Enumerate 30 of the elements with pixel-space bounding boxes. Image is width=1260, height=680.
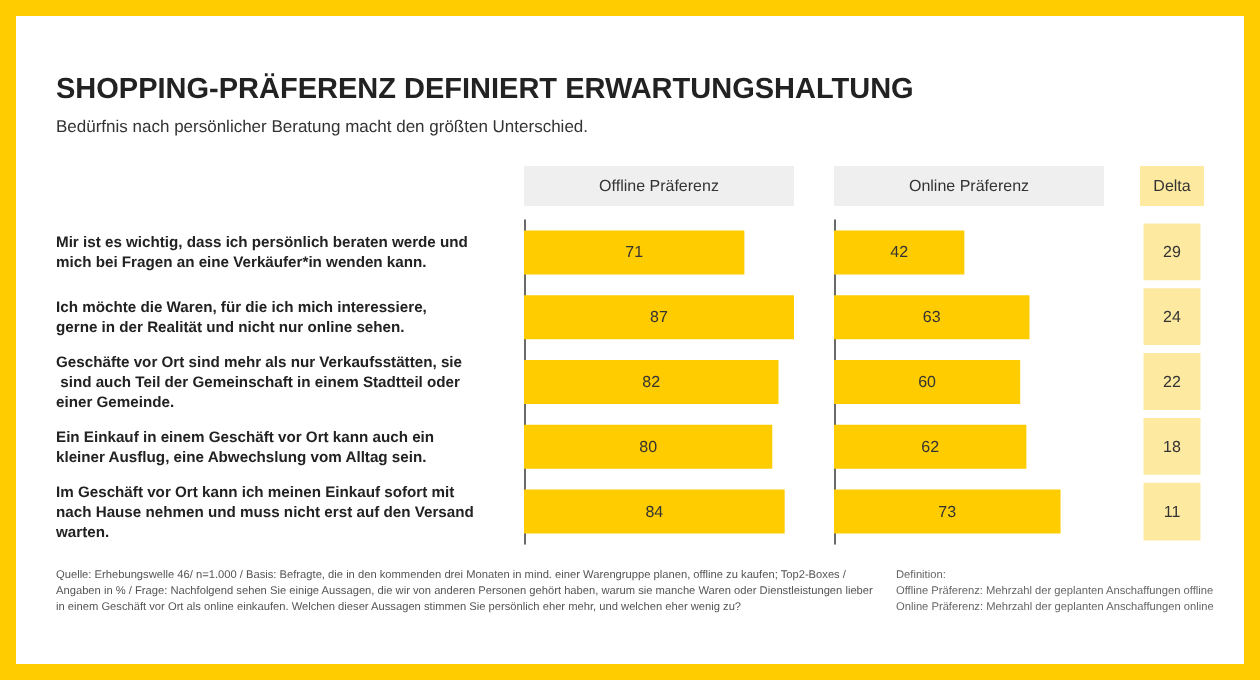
data-label: 60 [918,373,938,391]
chart-title: SHOPPING-PRÄFERENZ DEFINIERT ERWARTUNGSHALTUNG [56,74,914,106]
data-label: 18 [1163,437,1182,456]
data-label: 82 [642,373,662,391]
text: Bedürfnis nach persönlicher Beratung macht den größten Unterschied. [56,116,589,136]
bar [524,489,785,534]
data-label: 62 [921,437,941,456]
bar [524,295,794,340]
data-label: 22 [1163,373,1182,391]
bar [834,424,1027,469]
data-label: 42 [890,243,910,262]
bar [834,230,965,275]
text: Delta [1153,177,1192,195]
bar [524,360,779,404]
data-label: 63 [922,308,942,327]
bar [834,360,1021,404]
data-label: 87 [650,308,669,327]
data-label: 84 [645,502,665,521]
bar [524,424,773,469]
bar [524,230,745,275]
data-label: 73 [938,502,958,521]
bar [834,489,1061,534]
bar [834,295,1030,340]
data-label: 11 [1163,502,1182,521]
data-label: 71 [625,243,645,262]
x-axis-title: Online Präferenz [908,177,1030,195]
data-label: 80 [639,437,659,456]
data-label: 29 [1163,243,1182,262]
data-label: 24 [1163,308,1182,327]
x-axis-title: Offline Präferenz [599,177,719,195]
